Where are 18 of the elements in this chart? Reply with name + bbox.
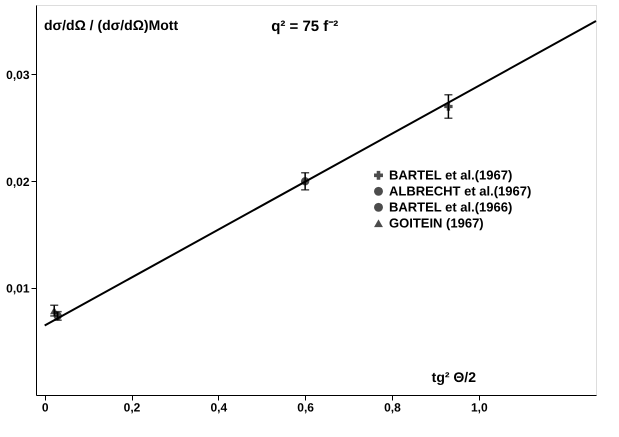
y-tick-label: 0,01 [6,282,30,296]
x-tick-label: 1,0 [470,400,488,414]
x-tick-label: 0,2 [124,400,141,414]
x-tick-label: 0,4 [210,400,228,414]
x-tick-label: 0,6 [297,400,314,414]
annotation: q² = 75 f⁻² [271,18,338,35]
x-axis-title: tg² Θ/2 [432,369,476,385]
x-tick-label: 0 [42,400,49,414]
point [444,102,453,111]
legend-label: ALBRECHT et al.(1967) [389,183,532,198]
y-axis-title: dσ/dΩ / (dσ/dΩ)Mott [44,17,178,33]
y-tick-label: 0,02 [6,174,30,189]
y-tick-label: 0,03 [6,68,30,82]
legend-label: GOITEIN (1967) [389,215,484,230]
x-tick-label: 0,8 [384,400,402,414]
point [300,177,310,186]
legend-label: BARTEL et al.(1966) [389,199,512,214]
legend-label: BARTEL et al.(1967) [389,167,512,182]
